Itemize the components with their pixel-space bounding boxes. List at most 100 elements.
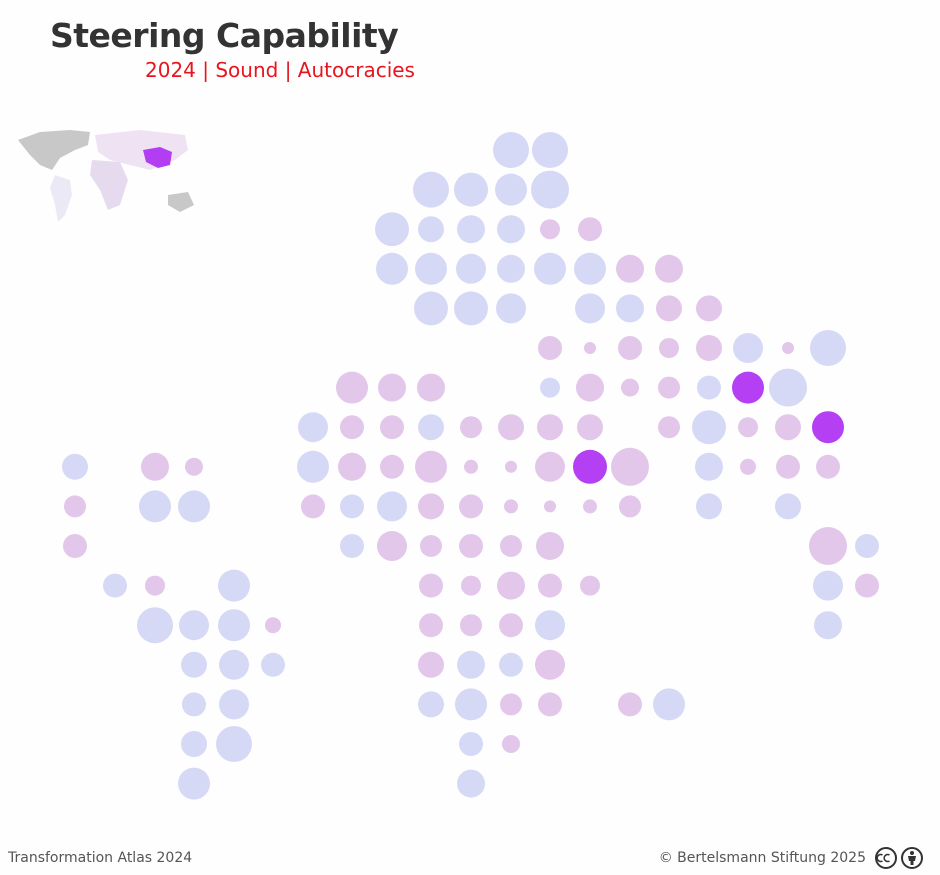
country-dot[interactable]: [145, 575, 165, 596]
country-dot[interactable]: [103, 573, 127, 598]
country-dot[interactable]: [141, 452, 169, 481]
country-dot[interactable]: [340, 534, 364, 558]
country-dot[interactable]: [137, 607, 173, 644]
country-dot[interactable]: [769, 368, 807, 407]
country-dot[interactable]: [577, 414, 603, 441]
country-dot[interactable]: [297, 450, 329, 483]
country-dot[interactable]: [457, 769, 485, 798]
country-dot[interactable]: [814, 611, 842, 640]
country-dot[interactable]: [659, 338, 679, 358]
country-dot[interactable]: [616, 254, 644, 283]
country-dot[interactable]: [855, 534, 879, 558]
country-dot[interactable]: [500, 693, 522, 716]
country-dot[interactable]: [413, 171, 449, 208]
country-dot[interactable]: [696, 335, 722, 361]
country-dot[interactable]: [618, 692, 642, 717]
country-dot[interactable]: [816, 454, 840, 479]
country-dot[interactable]: [502, 735, 520, 753]
country-dot[interactable]: [377, 491, 407, 522]
country-dot[interactable]: [618, 336, 642, 360]
country-dot[interactable]: [573, 449, 607, 484]
country-dot[interactable]: [218, 609, 250, 642]
country-dot[interactable]: [219, 689, 249, 720]
country-dot[interactable]: [219, 649, 249, 680]
country-dot[interactable]: [178, 767, 210, 800]
country-dot[interactable]: [64, 495, 86, 518]
country-dot[interactable]: [653, 688, 685, 721]
country-dot[interactable]: [540, 219, 560, 240]
country-dot[interactable]: [415, 450, 447, 483]
country-dot[interactable]: [658, 416, 680, 439]
country-dot[interactable]: [417, 373, 445, 402]
country-dot[interactable]: [459, 494, 483, 519]
country-dot[interactable]: [621, 378, 639, 397]
country-dot[interactable]: [655, 254, 683, 283]
country-dot[interactable]: [456, 253, 486, 284]
country-dot[interactable]: [537, 414, 563, 441]
country-dot[interactable]: [540, 377, 560, 398]
country-dot[interactable]: [178, 490, 210, 523]
country-dot[interactable]: [576, 373, 604, 402]
country-dot[interactable]: [813, 570, 843, 601]
country-dot[interactable]: [497, 215, 525, 244]
country-dot[interactable]: [583, 499, 597, 514]
country-dot[interactable]: [536, 532, 564, 560]
country-dot[interactable]: [697, 375, 721, 400]
country-dot[interactable]: [185, 457, 203, 476]
country-dot[interactable]: [812, 411, 844, 444]
country-dot[interactable]: [495, 173, 527, 206]
country-dot[interactable]: [500, 535, 522, 557]
country-dot[interactable]: [338, 452, 366, 481]
country-dot[interactable]: [809, 527, 847, 565]
country-dot[interactable]: [418, 493, 444, 520]
country-dot[interactable]: [499, 613, 523, 638]
country-dot[interactable]: [181, 651, 207, 678]
country-dot[interactable]: [619, 495, 641, 518]
country-dot[interactable]: [775, 414, 801, 441]
country-dot[interactable]: [464, 459, 478, 474]
country-dot[interactable]: [504, 499, 518, 514]
country-dot[interactable]: [218, 569, 250, 602]
country-dot[interactable]: [733, 333, 763, 363]
country-dot[interactable]: [496, 293, 526, 324]
country-dot[interactable]: [740, 458, 756, 475]
country-dot[interactable]: [375, 212, 409, 247]
country-dot[interactable]: [340, 415, 364, 440]
country-dot[interactable]: [538, 692, 562, 717]
country-dot[interactable]: [377, 531, 407, 561]
country-dot[interactable]: [378, 373, 406, 402]
country-dot[interactable]: [419, 573, 443, 598]
country-dot[interactable]: [179, 610, 209, 641]
country-dot[interactable]: [696, 295, 722, 322]
country-dot[interactable]: [420, 535, 442, 557]
country-dot[interactable]: [616, 294, 644, 323]
country-dot[interactable]: [538, 573, 562, 598]
country-dot[interactable]: [139, 490, 171, 523]
country-dot[interactable]: [656, 295, 682, 322]
country-dot[interactable]: [418, 651, 444, 678]
country-dot[interactable]: [455, 688, 487, 721]
country-dot[interactable]: [457, 650, 485, 679]
country-dot[interactable]: [182, 692, 206, 717]
country-dot[interactable]: [459, 534, 483, 558]
country-dot[interactable]: [216, 726, 252, 762]
country-dot[interactable]: [658, 376, 680, 399]
country-dot[interactable]: [505, 460, 517, 473]
country-dot[interactable]: [695, 452, 723, 481]
country-dot[interactable]: [459, 732, 483, 756]
country-dot[interactable]: [418, 691, 444, 718]
country-dot[interactable]: [376, 252, 408, 285]
country-dot[interactable]: [535, 610, 565, 641]
country-dot[interactable]: [696, 493, 722, 520]
country-dot[interactable]: [493, 132, 529, 168]
country-dot[interactable]: [414, 291, 448, 326]
country-dot[interactable]: [62, 453, 88, 480]
country-dot[interactable]: [578, 217, 602, 242]
country-dot[interactable]: [580, 575, 600, 596]
country-dot[interactable]: [454, 291, 488, 326]
country-dot[interactable]: [497, 571, 525, 600]
country-dot[interactable]: [497, 254, 525, 283]
country-dot[interactable]: [692, 410, 726, 445]
country-dot[interactable]: [454, 172, 488, 207]
country-dot[interactable]: [457, 215, 485, 244]
